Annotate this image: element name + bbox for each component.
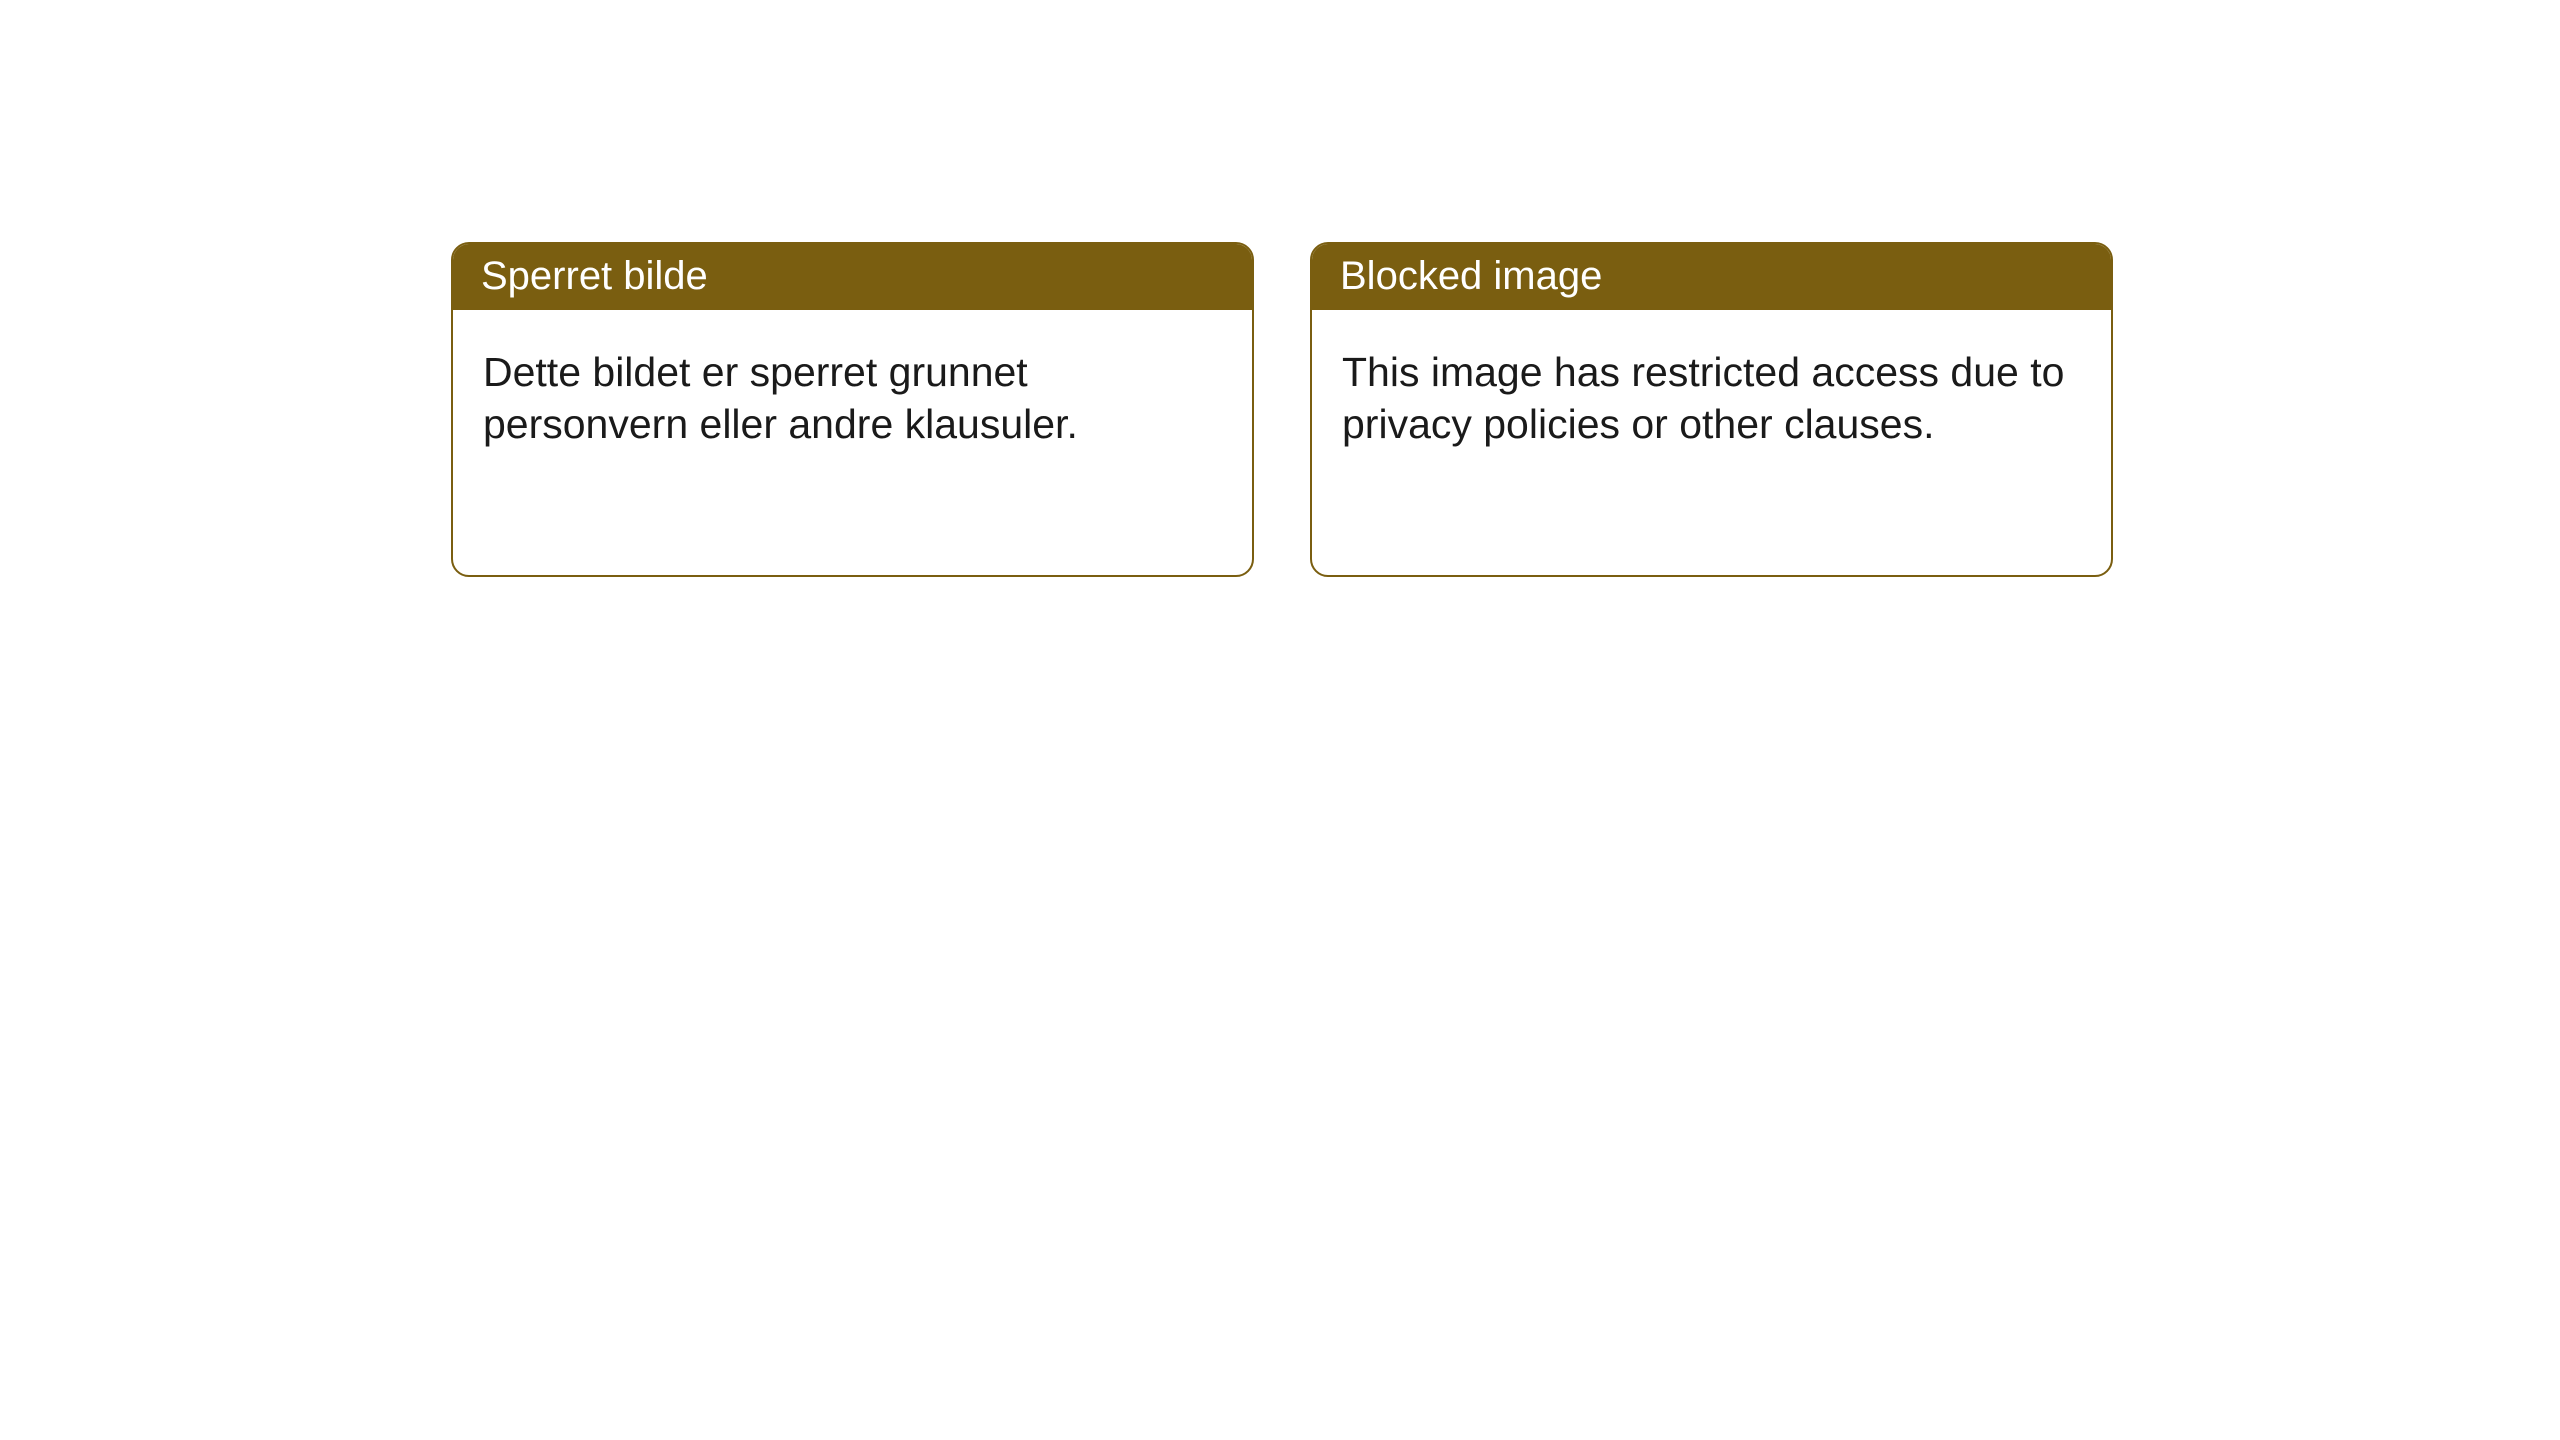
notice-header-text: Sperret bilde bbox=[481, 254, 708, 298]
notice-header-norwegian: Sperret bilde bbox=[453, 244, 1252, 310]
notice-container: Sperret bilde Dette bildet er sperret gr… bbox=[451, 242, 2113, 577]
notice-card-english: Blocked image This image has restricted … bbox=[1310, 242, 2113, 577]
notice-header-text: Blocked image bbox=[1340, 254, 1602, 298]
notice-body-text: Dette bildet er sperret grunnet personve… bbox=[483, 349, 1078, 447]
notice-body-english: This image has restricted access due to … bbox=[1312, 310, 2111, 470]
notice-card-norwegian: Sperret bilde Dette bildet er sperret gr… bbox=[451, 242, 1254, 577]
notice-header-english: Blocked image bbox=[1312, 244, 2111, 310]
notice-body-text: This image has restricted access due to … bbox=[1342, 349, 2064, 447]
notice-body-norwegian: Dette bildet er sperret grunnet personve… bbox=[453, 310, 1252, 470]
